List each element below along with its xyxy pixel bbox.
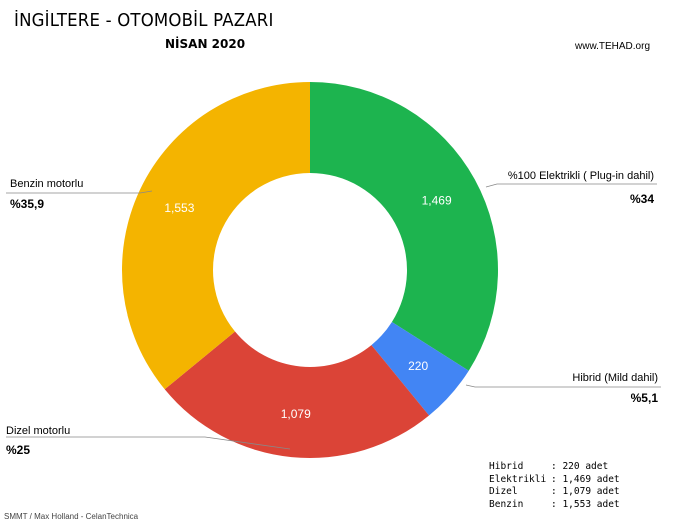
unit-legend: Hibrid: 220 adet Elektrikli: 1,469 adet … [489,461,620,511]
slice-dizel [164,331,430,458]
leader-line-elektrikli [485,183,657,188]
leader-line-dizel [6,436,291,450]
legend-row: Benzin: 1,553 adet [489,498,620,510]
source-credit: SMMT / Max Holland - CelanTechnica [4,512,139,521]
elektrikli-category-label: %100 Elektrikli ( Plug-in dahil) [507,170,654,182]
site-url: www.TEHAD.org [575,41,651,52]
value-label-dizel: 1,079 [281,407,311,421]
elektrikli-percent-label: %34 [629,192,654,206]
legend-row: Hibrid: 220 adet [489,461,609,472]
legend-row: Dizel: 1,079 adet [489,486,620,497]
value-label-benzin: 1,553 [164,201,194,215]
slice-benzin [122,82,310,390]
slice-elektrikli [310,82,499,371]
hibrid-percent-label: %5,1 [630,391,658,405]
chart-title: İNGİLTERE - OTOMOBİL PAZARI [14,10,274,31]
slice-hibrid [371,321,469,416]
leader-line-hibrid [465,384,661,388]
value-label-hibrid: 220 [408,359,428,373]
value-label-elektrikli: 1,469 [422,193,452,207]
dizel-category-label: Dizel motorlu [6,425,71,437]
legend-row: Elektrikli: 1,469 adet [489,473,620,485]
benzin-category-label: Benzin motorlu [10,178,84,190]
dizel-percent-label: %25 [6,443,31,457]
benzin-percent-label: %35,9 [10,197,45,211]
leader-line-benzin [6,190,153,194]
hibrid-category-label: Hibrid (Mild dahil) [572,372,658,384]
chart-subtitle: NİSAN 2020 [165,37,246,51]
